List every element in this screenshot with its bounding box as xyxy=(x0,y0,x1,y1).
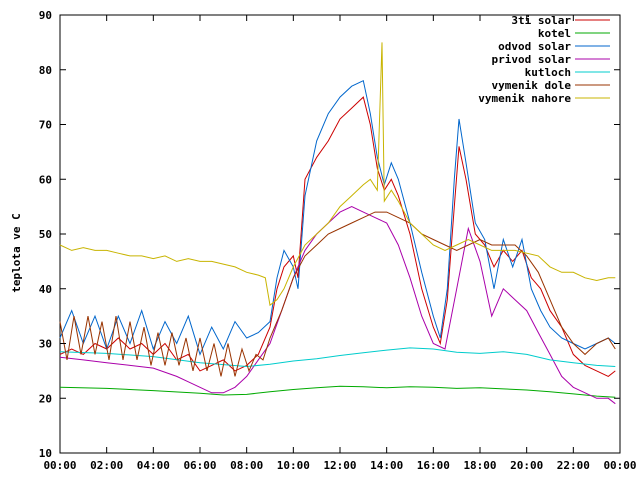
x-tick-label: 02:00 xyxy=(90,459,123,472)
x-tick-label: 22:00 xyxy=(557,459,590,472)
y-tick-label: 80 xyxy=(39,64,52,77)
axis-ticks: 10 20 30 40 50 60 70 80 90 00:00 02:00 04:00 06:00 08… xyxy=(39,9,637,472)
series-line-kutloch xyxy=(59,347,616,368)
x-tick-label: 06:00 xyxy=(183,459,216,472)
legend-label: vymenik nahore xyxy=(478,92,571,105)
legend-label: vymenik dole xyxy=(492,79,572,92)
legend-label: 3ti solar xyxy=(511,14,571,27)
y-tick-label: 30 xyxy=(39,338,52,351)
y-tick-label: 40 xyxy=(39,283,52,296)
x-tick-label: 20:00 xyxy=(510,459,543,472)
series-line-3ti-solar xyxy=(59,96,616,377)
y-tick-label: 60 xyxy=(39,173,52,186)
legend-label: odvod solar xyxy=(498,40,571,53)
legend-label: kotel xyxy=(538,27,571,40)
series-line-privod-solar xyxy=(59,206,616,405)
y-tick-label: 20 xyxy=(39,392,52,405)
y-tick-label: 90 xyxy=(39,9,52,22)
x-tick-label: 18:00 xyxy=(463,459,496,472)
legend-label: privod solar xyxy=(492,53,572,66)
x-tick-label: 10:00 xyxy=(277,459,310,472)
x-tick-label: 16:00 xyxy=(417,459,450,472)
series-line-vymenik-dole xyxy=(59,211,616,377)
x-tick-label: 08:00 xyxy=(230,459,263,472)
series-line-odvod-solar xyxy=(59,79,616,356)
x-tick-label: 04:00 xyxy=(137,459,170,472)
x-tick-label: 00:00 xyxy=(603,459,636,472)
x-tick-label: 12:00 xyxy=(323,459,356,472)
series-lines xyxy=(59,42,616,405)
x-tick-label: 00:00 xyxy=(43,459,76,472)
x-tick-label: 14:00 xyxy=(370,459,403,472)
legend-label: kutloch xyxy=(525,66,571,79)
y-axis-label: teplota ve C xyxy=(10,213,23,292)
series-line-vymenik-nahore xyxy=(59,42,616,307)
y-tick-label: 70 xyxy=(39,119,52,132)
y-tick-label: 10 xyxy=(39,447,52,460)
series-line-kotel xyxy=(59,385,616,398)
y-tick-label: 50 xyxy=(39,228,52,241)
